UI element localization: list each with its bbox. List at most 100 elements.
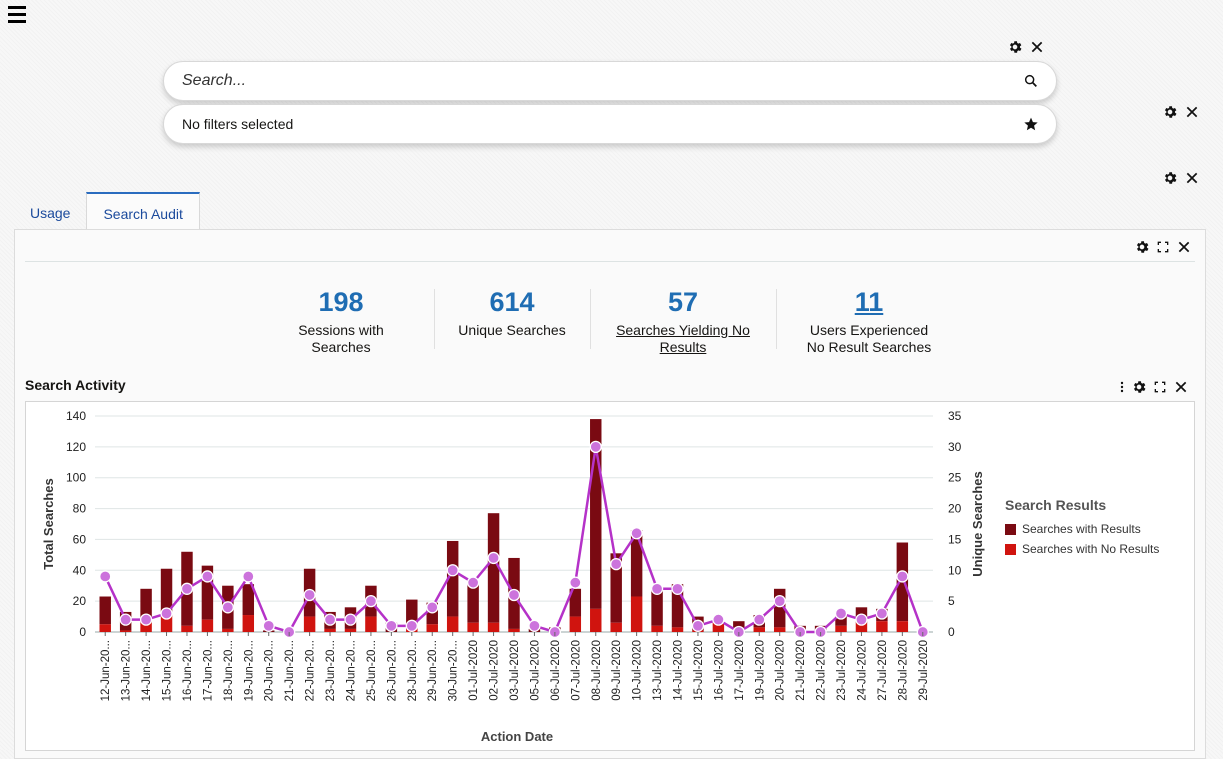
bar-with-results	[487, 513, 500, 623]
x-tick-label: 26-Jun-20...	[386, 640, 398, 701]
tab-search-audit[interactable]: Search Audit	[86, 192, 200, 230]
bar-with-results	[630, 530, 643, 597]
x-tick-label: 12-Jun-20...	[100, 640, 112, 701]
bar-no-results	[119, 630, 132, 632]
gear-icon[interactable]	[1130, 378, 1148, 396]
line-point	[242, 570, 255, 583]
chart-container	[25, 401, 1195, 751]
bar-no-results	[712, 622, 725, 632]
bar-no-results	[99, 624, 111, 632]
panel-divider	[25, 261, 1195, 262]
gear-icon[interactable]	[1161, 103, 1179, 121]
section-title: Search Activity	[25, 377, 126, 393]
line-point	[753, 613, 766, 626]
y2-tick-label: 15	[948, 532, 962, 546]
bar-no-results	[324, 628, 336, 632]
bar-no-results	[651, 625, 663, 632]
bar-no-results	[610, 622, 622, 632]
kpi-searches-no-results: 57 Searches Yielding No Results	[608, 286, 758, 356]
kpi-value: 198	[318, 287, 364, 317]
kpi-sessions-with-searches: 198 Sessions with Searches	[280, 286, 402, 356]
bar-with-results	[426, 602, 438, 625]
x-tick-label: 21-Jun-20...	[284, 640, 296, 701]
legend-item-with-results[interactable]: Searches with Results	[1005, 522, 1159, 536]
line-point	[528, 619, 541, 632]
bar-with-results	[446, 540, 459, 617]
legend-item-no-results[interactable]: Searches with No Results	[1005, 542, 1159, 556]
legend-title: Search Results	[1005, 497, 1107, 513]
x-tick-label: 06-Jul-2020	[550, 640, 562, 701]
bar-no-results	[303, 616, 316, 632]
close-icon[interactable]	[1028, 38, 1046, 56]
x-tick-label: 02-Jul-2020	[489, 640, 501, 701]
y2-tick-label: 10	[948, 563, 962, 577]
vertical-dots-icon[interactable]	[1117, 378, 1127, 396]
line-point	[610, 557, 623, 571]
line-point	[344, 613, 357, 626]
x-tick-label: 23-Jun-20...	[325, 640, 337, 701]
chart-legend: Search Results Searches with Results Sea…	[1005, 497, 1159, 562]
magnifier-icon[interactable]	[1022, 72, 1040, 90]
y-tick-label: 120	[66, 440, 86, 454]
legend-label: Searches with No Results	[1022, 542, 1160, 556]
search-input[interactable]	[180, 71, 1022, 91]
kpi-link-users-no-results[interactable]: 11	[854, 287, 884, 317]
tab-bar: Usage Search Audit	[14, 192, 200, 230]
bar-with-results	[773, 588, 786, 628]
gear-icon[interactable]	[1161, 169, 1179, 187]
bar-no-results	[140, 622, 152, 632]
line-point	[855, 613, 868, 626]
x-tick-label: 19-Jul-2020	[754, 640, 766, 701]
gear-icon[interactable]	[1006, 38, 1024, 56]
x-tick-label: 17-Jul-2020	[734, 640, 746, 701]
x-tick-label: 09-Jul-2020	[611, 640, 623, 701]
line-point	[405, 619, 418, 632]
close-icon[interactable]	[1175, 238, 1193, 256]
legend-swatch	[1005, 523, 1016, 535]
line-point	[466, 576, 480, 589]
line-point	[834, 607, 848, 620]
line-point	[139, 613, 153, 626]
x-tick-label: 03-Jul-2020	[509, 640, 521, 701]
left-axis-ticks: 0 20 40 60 80 100 120 140	[66, 409, 86, 639]
expand-icon[interactable]	[1154, 238, 1172, 256]
bar-with-results	[590, 419, 602, 609]
line-point	[262, 619, 275, 632]
x-tick-label: 20-Jun-20...	[264, 640, 276, 701]
line-point	[364, 594, 378, 608]
bar-no-results	[835, 625, 847, 632]
gear-icon[interactable]	[1133, 238, 1151, 256]
kpi-label: Sessions with Searches	[298, 322, 384, 355]
line-point	[896, 570, 909, 583]
bar-with-results	[201, 565, 214, 620]
x-tick-label: 17-Jun-20...	[202, 640, 214, 701]
expand-icon[interactable]	[1151, 378, 1169, 396]
close-icon[interactable]	[1183, 103, 1201, 121]
bar-with-results	[242, 584, 255, 616]
x-tick-label: 14-Jul-2020	[673, 640, 685, 701]
star-icon[interactable]	[1022, 115, 1040, 133]
close-icon[interactable]	[1172, 378, 1190, 396]
x-tick-label: 16-Jun-20...	[182, 640, 194, 701]
x-tick-label: 10-Jul-2020	[632, 640, 644, 701]
tab-usage[interactable]: Usage	[30, 205, 71, 221]
line-point	[691, 619, 705, 632]
bar-no-results	[630, 596, 643, 632]
kpi-divider	[434, 289, 435, 349]
x-tick-label: 18-Jun-20...	[223, 640, 235, 701]
close-icon[interactable]	[1183, 169, 1201, 187]
filter-widget-controls	[1161, 103, 1201, 121]
hamburger-menu-icon[interactable]	[8, 6, 28, 26]
chart-controls	[1117, 378, 1190, 396]
line-point	[650, 582, 664, 595]
x-tick-label: 30-Jun-20...	[448, 640, 460, 701]
kpi-link-searches-no-results[interactable]: Searches Yielding No Results	[616, 322, 750, 355]
kpi-label: Unique Searches	[458, 322, 566, 338]
legend-swatch	[1005, 543, 1016, 555]
legend-label: Searches with Results	[1022, 522, 1141, 536]
line-point	[446, 564, 459, 577]
bar-with-results	[569, 588, 582, 617]
line-point	[589, 440, 602, 454]
bar-no-results	[590, 608, 602, 632]
